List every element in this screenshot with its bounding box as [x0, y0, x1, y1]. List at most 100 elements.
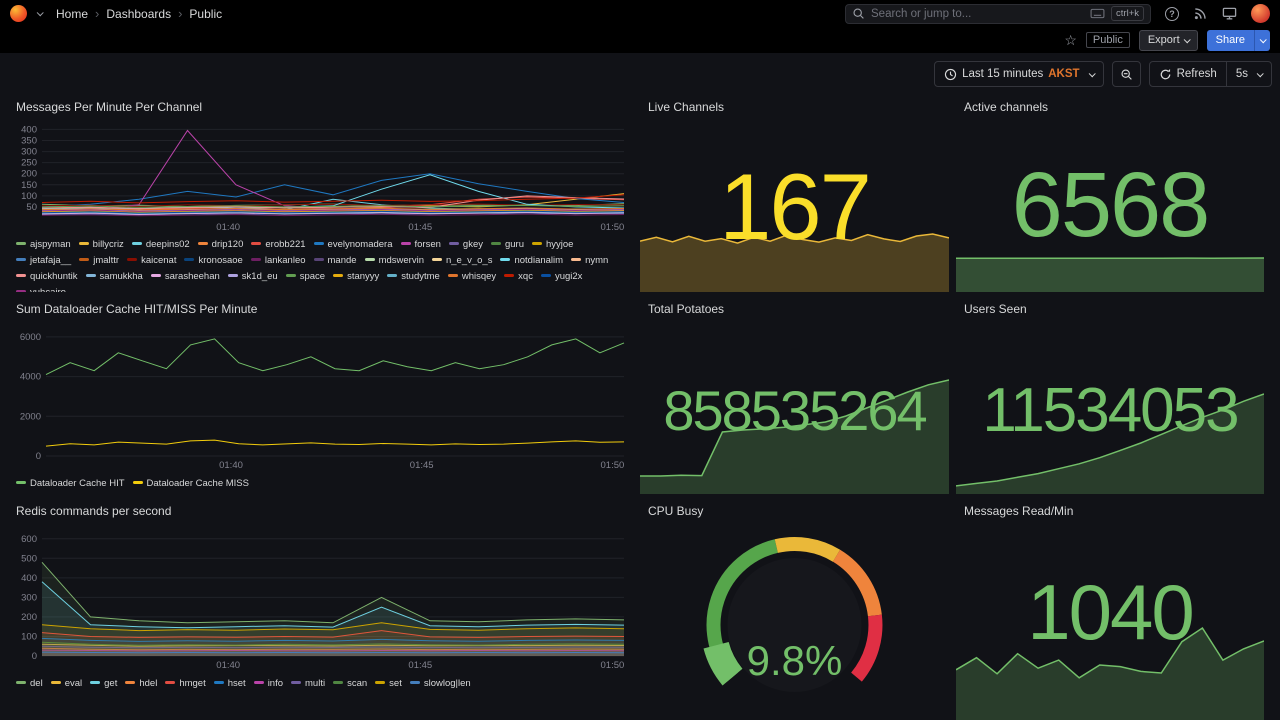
svg-text:100: 100 — [21, 191, 37, 202]
legend-item[interactable]: evelynomadera — [313, 237, 393, 252]
redis-legend: del eval get hdel hmget hset info multi scan set s… — [16, 676, 628, 691]
time-range-label: Last 15 minutes — [962, 68, 1044, 80]
legend-item[interactable]: kronosaoe — [184, 253, 243, 268]
legend-item[interactable]: stanyyy — [333, 269, 379, 284]
legend-item[interactable]: gkey — [448, 237, 483, 252]
legend-item[interactable]: sarasheehan — [150, 269, 220, 284]
help-icon[interactable]: ? — [1165, 6, 1179, 21]
cpu-busy-gauge: 9.8% — [640, 522, 949, 720]
legend-item[interactable]: hset — [213, 676, 246, 691]
panel-title[interactable]: Users Seen — [964, 302, 1027, 316]
legend-item[interactable]: mande — [313, 253, 357, 268]
svg-text:50: 50 — [26, 202, 37, 213]
legend-item[interactable]: deepins02 — [131, 237, 190, 252]
legend-item[interactable]: lankanleo — [250, 253, 306, 268]
chevron-down-icon[interactable] — [36, 9, 44, 17]
legend-item[interactable]: guru — [490, 237, 524, 252]
legend-item[interactable]: erobb221 — [251, 237, 306, 252]
user-avatar[interactable] — [1251, 4, 1270, 23]
search-icon — [853, 8, 864, 19]
legend-item[interactable]: jmalttr — [79, 253, 119, 268]
legend-item[interactable]: ajspyman — [16, 237, 71, 252]
legend-item[interactable]: xqc — [504, 269, 533, 284]
legend-item[interactable]: jetafaja__ — [16, 253, 71, 268]
legend-item[interactable]: sk1d_eu — [227, 269, 278, 284]
legend-item[interactable]: get — [90, 676, 117, 691]
legend-item[interactable]: studytme — [387, 269, 440, 284]
panel-title[interactable]: Total Potatoes — [648, 302, 725, 316]
legend-item[interactable]: multi — [291, 676, 325, 691]
svg-text:01:50: 01:50 — [601, 660, 625, 671]
breadcrumb-item-public[interactable]: Public — [189, 6, 223, 21]
panel-title[interactable]: CPU Busy — [648, 504, 704, 518]
legend-item[interactable]: notdianalim — [500, 253, 563, 268]
legend-item[interactable]: info — [253, 676, 283, 691]
legend-item[interactable]: nymn — [571, 253, 608, 268]
svg-text:01:40: 01:40 — [216, 222, 240, 233]
live-channels-sparkline — [640, 232, 949, 292]
svg-text:0: 0 — [36, 451, 41, 462]
panel-title[interactable]: Active channels — [964, 100, 1049, 114]
zoom-out-icon — [1121, 68, 1132, 80]
export-button[interactable]: Export — [1138, 29, 1198, 51]
zoom-out-button[interactable] — [1111, 61, 1141, 87]
stat-value: 6568 — [1011, 153, 1211, 256]
share-button[interactable]: Share — [1206, 29, 1254, 51]
svg-text:01:45: 01:45 — [410, 460, 434, 471]
legend-item[interactable]: Dataloader Cache MISS — [132, 476, 249, 491]
messages-read-sparkline — [956, 626, 1264, 720]
legend-item[interactable]: yugi2x — [540, 269, 582, 284]
legend-item[interactable]: space — [285, 269, 325, 284]
legend-item[interactable]: yuhcairo — [16, 285, 66, 292]
panel-title[interactable]: Sum Dataloader Cache HIT/MISS Per Minute — [16, 302, 258, 316]
legend-item[interactable]: set — [375, 676, 402, 691]
grafana-logo-icon[interactable] — [10, 5, 27, 22]
time-range-picker[interactable]: Last 15 minutes AKST — [934, 61, 1104, 87]
stat-value: 858535264 — [663, 378, 927, 442]
legend-item[interactable]: del — [16, 676, 43, 691]
legend-item[interactable]: slowlog|len — [409, 676, 471, 691]
legend-item[interactable]: kaicenat — [127, 253, 176, 268]
svg-text:4000: 4000 — [20, 372, 41, 383]
svg-text:300: 300 — [21, 147, 37, 158]
share-menu-button[interactable] — [1254, 29, 1270, 51]
panel-title[interactable]: Messages Per Minute Per Channel — [16, 100, 203, 114]
breadcrumb-separator: › — [178, 6, 183, 21]
svg-text:01:50: 01:50 — [601, 222, 625, 233]
refresh-button[interactable]: Refresh — [1148, 61, 1227, 87]
monitor-icon[interactable] — [1222, 6, 1237, 21]
stat-value: 167 — [719, 154, 872, 259]
refresh-interval-dropdown[interactable]: 5s — [1226, 61, 1272, 87]
legend-item[interactable]: eval — [50, 676, 82, 691]
public-tag[interactable]: Public — [1085, 32, 1130, 48]
breadcrumb-item-dashboards[interactable]: Dashboards — [106, 6, 172, 21]
breadcrumb-item-home[interactable]: Home — [56, 6, 89, 21]
legend-item[interactable]: mdswervin — [364, 253, 424, 268]
legend-item[interactable]: scan — [333, 676, 367, 691]
chevron-down-icon — [1256, 69, 1264, 77]
legend-item[interactable]: quickhuntik — [16, 269, 78, 284]
svg-text:100: 100 — [21, 632, 37, 643]
rss-icon[interactable] — [1193, 6, 1208, 21]
messages-chart[interactable]: 50 100 150 200 250 300 350 400 01:40 01:45 01:50 — [12, 120, 628, 234]
search-box[interactable]: ctrl+k — [845, 3, 1151, 24]
legend-item[interactable]: forsen — [400, 237, 441, 252]
legend-item[interactable]: drip120 — [197, 237, 243, 252]
panel-title[interactable]: Redis commands per second — [16, 504, 172, 518]
legend-item[interactable]: hdel — [125, 676, 157, 691]
search-input[interactable] — [871, 7, 1085, 20]
panel-title[interactable]: Live Channels — [648, 100, 725, 114]
star-icon[interactable]: ☆ — [1064, 31, 1077, 48]
dataloader-chart[interactable]: 0 2000 4000 6000 01:40 01:45 01:50 — [12, 324, 628, 472]
redis-chart[interactable]: 0 100 200 300 400 500 600 01:40 01:45 01:50 — [12, 526, 628, 672]
panel-users-seen: Users Seen 11534053 — [956, 298, 1264, 494]
legend-item[interactable]: hmget — [165, 676, 206, 691]
legend-item[interactable]: Dataloader Cache HIT — [16, 476, 125, 491]
legend-item[interactable]: billycriz — [78, 237, 124, 252]
panel-title[interactable]: Messages Read/Min — [964, 504, 1074, 518]
legend-item[interactable]: hyyjoe — [532, 237, 573, 252]
legend-item[interactable]: samukkha — [85, 269, 143, 284]
chevron-down-icon — [1088, 69, 1096, 77]
legend-item[interactable]: n_e_v_o_s — [431, 253, 492, 268]
legend-item[interactable]: whisqey — [447, 269, 496, 284]
